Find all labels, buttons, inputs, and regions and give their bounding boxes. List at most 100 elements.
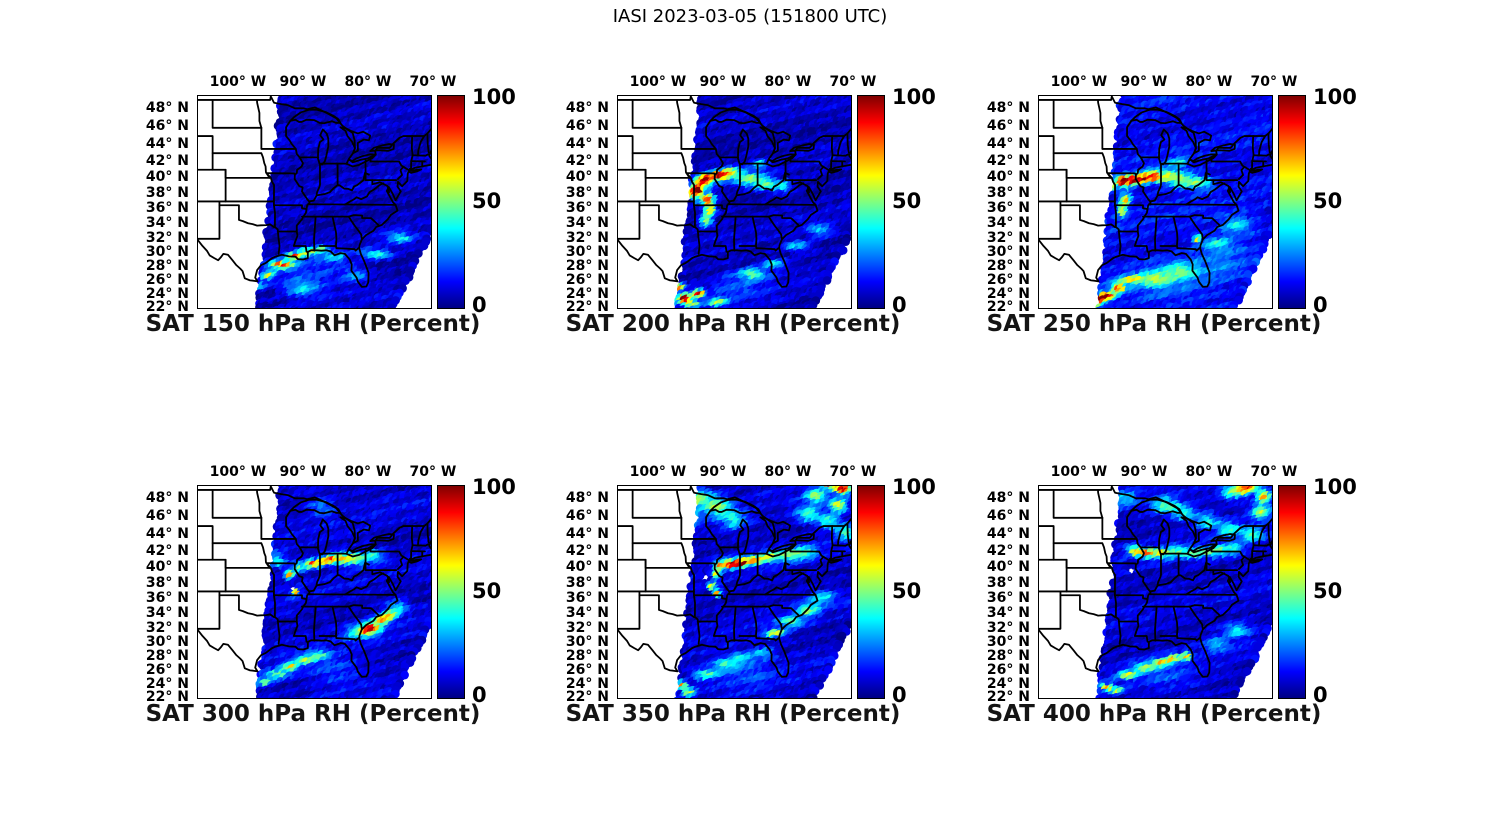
lat-tick-label: 32° N bbox=[565, 619, 609, 636]
lat-tick-label: 40° N bbox=[145, 558, 189, 575]
lon-tick-label: 80° W bbox=[764, 464, 812, 480]
lat-tick-label: 30° N bbox=[565, 634, 609, 651]
lon-tick-label: 80° W bbox=[344, 464, 392, 480]
lat-tick-label: 42° N bbox=[145, 542, 189, 559]
lon-tick-label: 90° W bbox=[279, 464, 327, 480]
panel-sat-400hpa: 100° W 90° W 80° W 70° W 48° N 46° N 44° N 42°… bbox=[987, 464, 1357, 727]
lon-tick-label: 70° W bbox=[1250, 464, 1298, 480]
lat-tick-label: 38° N bbox=[565, 574, 609, 591]
lon-tick-label: 100° W bbox=[1050, 464, 1108, 480]
colorbar bbox=[437, 95, 465, 309]
lat-tick-label: 46° N bbox=[986, 118, 1030, 135]
colorbar-mid-label: 50 bbox=[472, 189, 502, 213]
lat-tick-label: 36° N bbox=[986, 590, 1030, 607]
colorbar-mid-label: 50 bbox=[892, 189, 922, 213]
lat-tick-label: 30° N bbox=[565, 244, 609, 261]
lat-axis: 48° N 46° N 44° N 42° N 40° N 38° N 36° N 34° N… bbox=[125, 485, 189, 705]
lat-tick-label: 32° N bbox=[986, 229, 1030, 246]
lat-tick-label: 40° N bbox=[986, 168, 1030, 185]
lat-tick-label: 46° N bbox=[145, 508, 189, 525]
lat-tick-label: 36° N bbox=[145, 200, 189, 217]
colorbar-mid-label: 50 bbox=[1313, 189, 1343, 213]
colorbar-max-label: 100 bbox=[1313, 85, 1357, 109]
lat-tick-label: 36° N bbox=[145, 590, 189, 607]
lat-tick-label: 34° N bbox=[145, 605, 189, 622]
lon-tick-label: 100° W bbox=[1050, 74, 1108, 90]
colorbar-mid-label: 50 bbox=[892, 579, 922, 603]
lat-tick-label: 34° N bbox=[986, 605, 1030, 622]
lat-tick-label: 38° N bbox=[145, 184, 189, 201]
lon-tick-label: 80° W bbox=[764, 74, 812, 90]
lat-tick-label: 32° N bbox=[145, 619, 189, 636]
colorbar bbox=[857, 485, 885, 699]
lat-tick-label: 22° N bbox=[986, 689, 1030, 705]
lat-tick-label: 26° N bbox=[986, 662, 1030, 678]
map-frame bbox=[1038, 95, 1273, 309]
lat-tick-label: 24° N bbox=[986, 675, 1030, 692]
colorbar-min-label: 0 bbox=[472, 683, 487, 707]
map-frame bbox=[617, 95, 852, 309]
lat-tick-label: 24° N bbox=[145, 675, 189, 692]
colorbar-max-label: 100 bbox=[1313, 475, 1357, 499]
panel-sat-150hpa: 100° W 90° W 80° W 70° W 48° N 46° N 44° N 42°… bbox=[146, 74, 516, 337]
lat-tick-label: 28° N bbox=[565, 648, 609, 665]
lat-tick-label: 30° N bbox=[986, 244, 1030, 261]
lat-tick-label: 24° N bbox=[565, 675, 609, 692]
lon-tick-label: 90° W bbox=[699, 464, 747, 480]
lon-tick-label: 70° W bbox=[829, 464, 877, 480]
lat-tick-label: 26° N bbox=[565, 662, 609, 678]
lon-axis: 100° W 90° W 80° W 70° W bbox=[617, 68, 877, 92]
lon-tick-label: 90° W bbox=[1120, 464, 1168, 480]
panel-sat-300hpa: 100° W 90° W 80° W 70° W 48° N 46° N 44° N 42°… bbox=[146, 464, 516, 727]
colorbar-min-label: 0 bbox=[1313, 683, 1328, 707]
lat-tick-label: 44° N bbox=[565, 135, 609, 152]
lat-tick-label: 22° N bbox=[145, 689, 189, 705]
lat-tick-label: 48° N bbox=[565, 490, 609, 507]
lat-tick-label: 42° N bbox=[986, 152, 1030, 169]
colorbar bbox=[1278, 95, 1306, 309]
lon-axis: 100° W 90° W 80° W 70° W bbox=[197, 68, 457, 92]
lat-tick-label: 42° N bbox=[565, 542, 609, 559]
lat-tick-label: 36° N bbox=[565, 590, 609, 607]
lat-axis: 48° N 46° N 44° N 42° N 40° N 38° N 36° N 34° N… bbox=[545, 95, 609, 315]
lon-axis: 100° W 90° W 80° W 70° W bbox=[197, 458, 457, 482]
lon-tick-label: 100° W bbox=[629, 464, 687, 480]
map-frame bbox=[617, 485, 852, 699]
lat-tick-label: 26° N bbox=[565, 272, 609, 288]
lat-tick-label: 32° N bbox=[565, 229, 609, 246]
lat-tick-label: 30° N bbox=[145, 244, 189, 261]
panel-sat-350hpa: 100° W 90° W 80° W 70° W 48° N 46° N 44° N 42°… bbox=[566, 464, 936, 727]
panel-title: SAT 150 hPa RH (Percent) bbox=[145, 311, 481, 337]
colorbar-mid-label: 50 bbox=[1313, 579, 1343, 603]
lat-tick-label: 22° N bbox=[145, 299, 189, 315]
lat-tick-label: 46° N bbox=[565, 508, 609, 525]
lat-tick-label: 44° N bbox=[986, 135, 1030, 152]
lat-tick-label: 48° N bbox=[986, 100, 1030, 117]
colorbar bbox=[1278, 485, 1306, 699]
panel-title: SAT 250 hPa RH (Percent) bbox=[986, 311, 1322, 337]
lon-axis: 100° W 90° W 80° W 70° W bbox=[617, 458, 877, 482]
colorbar bbox=[437, 485, 465, 699]
lat-tick-label: 22° N bbox=[565, 299, 609, 315]
lat-tick-label: 40° N bbox=[565, 168, 609, 185]
lat-axis: 48° N 46° N 44° N 42° N 40° N 38° N 36° N 34° N… bbox=[545, 485, 609, 705]
lon-tick-label: 80° W bbox=[1185, 464, 1233, 480]
colorbar-min-label: 0 bbox=[472, 293, 487, 317]
lat-tick-label: 48° N bbox=[565, 100, 609, 117]
rh-map-canvas-400hpa bbox=[1039, 486, 1272, 698]
lat-axis: 48° N 46° N 44° N 42° N 40° N 38° N 36° N 34° N… bbox=[966, 95, 1030, 315]
lon-tick-label: 90° W bbox=[699, 74, 747, 90]
lat-tick-label: 34° N bbox=[145, 215, 189, 232]
lat-tick-label: 28° N bbox=[986, 648, 1030, 665]
lon-axis: 100° W 90° W 80° W 70° W bbox=[1038, 68, 1298, 92]
lon-tick-label: 70° W bbox=[409, 74, 457, 90]
lat-tick-label: 26° N bbox=[145, 662, 189, 678]
lat-tick-label: 28° N bbox=[145, 258, 189, 275]
lon-tick-label: 90° W bbox=[1120, 74, 1168, 90]
lon-tick-label: 100° W bbox=[629, 74, 687, 90]
lat-tick-label: 28° N bbox=[145, 648, 189, 665]
lat-tick-label: 38° N bbox=[986, 184, 1030, 201]
rh-map-canvas-350hpa bbox=[618, 486, 851, 698]
lon-tick-label: 80° W bbox=[1185, 74, 1233, 90]
